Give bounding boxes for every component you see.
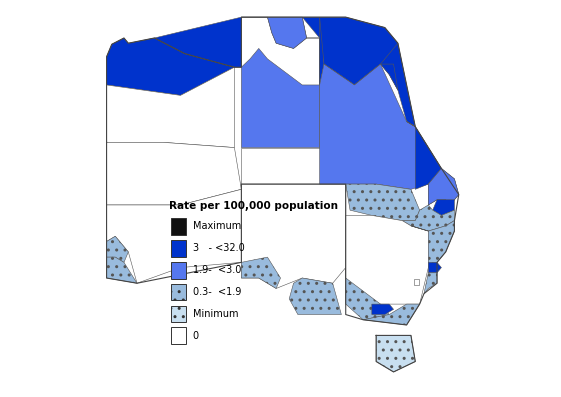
Polygon shape	[241, 257, 280, 289]
Bar	[171, 328, 186, 344]
Polygon shape	[402, 205, 454, 231]
Bar	[171, 218, 186, 235]
Polygon shape	[372, 304, 394, 314]
Text: Minimum: Minimum	[193, 309, 238, 319]
Polygon shape	[107, 38, 234, 95]
Polygon shape	[433, 200, 454, 216]
Polygon shape	[320, 17, 398, 90]
Polygon shape	[346, 184, 420, 221]
Polygon shape	[302, 17, 398, 85]
Bar	[171, 283, 186, 301]
Polygon shape	[376, 335, 415, 372]
Polygon shape	[429, 262, 442, 273]
Polygon shape	[241, 17, 320, 148]
Polygon shape	[407, 121, 442, 189]
Polygon shape	[363, 304, 420, 325]
Polygon shape	[320, 64, 442, 189]
Polygon shape	[107, 143, 241, 205]
Polygon shape	[346, 268, 389, 320]
Polygon shape	[411, 221, 454, 268]
Polygon shape	[107, 257, 137, 283]
Polygon shape	[107, 189, 241, 283]
Polygon shape	[429, 168, 459, 205]
Polygon shape	[241, 17, 307, 48]
Polygon shape	[415, 279, 419, 285]
Polygon shape	[241, 184, 346, 289]
Polygon shape	[346, 216, 429, 304]
Polygon shape	[380, 43, 415, 127]
Text: 3   - <32.0: 3 - <32.0	[193, 243, 245, 253]
Polygon shape	[424, 273, 437, 294]
Polygon shape	[107, 67, 234, 148]
Text: Rate per 100,000 population: Rate per 100,000 population	[169, 201, 338, 211]
Bar	[171, 262, 186, 279]
Bar	[171, 306, 186, 322]
Text: Maximum: Maximum	[193, 221, 241, 231]
Polygon shape	[154, 17, 241, 67]
Text: 1.9-  <3.0: 1.9- <3.0	[193, 265, 241, 275]
Text: 0: 0	[193, 331, 199, 341]
Polygon shape	[289, 278, 342, 314]
Polygon shape	[241, 148, 320, 184]
Bar	[171, 240, 186, 256]
Text: 0.3-  <1.9: 0.3- <1.9	[193, 287, 241, 297]
Polygon shape	[107, 236, 128, 262]
Polygon shape	[429, 168, 459, 205]
